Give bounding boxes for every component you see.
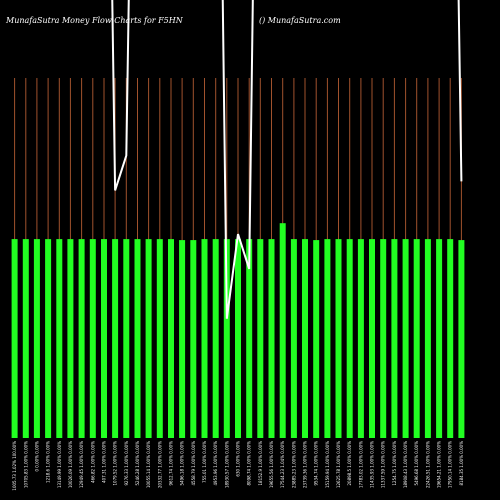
chart-title: MunafaSutra Money Flow Charts for F5HN bbox=[6, 16, 183, 25]
bar bbox=[290, 239, 297, 438]
bar bbox=[391, 239, 398, 438]
flow-line bbox=[111, 0, 463, 319]
x-tick-label: 17544.23 1.04% 0.00% bbox=[280, 441, 285, 488]
bar bbox=[436, 239, 443, 438]
bar bbox=[67, 239, 74, 438]
x-tick-label: 18930.57 1.00% 0.00% bbox=[224, 441, 229, 488]
x-tick-label: 630 1.00% 0.00% bbox=[236, 441, 241, 477]
x-tick-labels: 1005.73 1.02% 100.00% 10705.83 1.00% 0.00… bbox=[12, 441, 464, 491]
x-tick-label: 22426.51 1.00% 0.00% bbox=[425, 441, 430, 488]
x-tick-label: 18152.9 1.00% 0.00% bbox=[258, 441, 263, 486]
bar bbox=[168, 239, 174, 438]
bar bbox=[22, 239, 29, 438]
x-tick-label: 0 0.00% 0.00% bbox=[34, 441, 39, 472]
bar bbox=[357, 239, 364, 438]
x-tick-label: 1079.52 1.00% 0.00% bbox=[113, 441, 118, 486]
bar bbox=[56, 239, 63, 438]
bar bbox=[424, 239, 431, 438]
bar bbox=[145, 239, 152, 438]
bar bbox=[402, 239, 409, 438]
x-tick-label: 9276.33 1.00% 0.00% bbox=[124, 441, 129, 486]
x-tick-label: 10055.14 1.00% 0.00% bbox=[146, 441, 151, 488]
x-tick-label: 23885.23 1.00% 0.00% bbox=[291, 441, 296, 488]
x-tick-label: 755.01 1.00% 0.00% bbox=[202, 441, 207, 483]
bar bbox=[369, 239, 375, 438]
bar bbox=[112, 239, 119, 438]
x-tick-label: 466.82 1.00% 0.00% bbox=[90, 441, 95, 483]
x-tick-label: 20332.77 1.00% 0.00% bbox=[157, 441, 162, 488]
bar bbox=[156, 239, 163, 438]
bar bbox=[235, 239, 241, 438]
x-tick-label: 19654.21 1.00% 0.00% bbox=[437, 441, 442, 488]
x-tick-label: 4558.79 1.00% 0.00% bbox=[191, 441, 196, 486]
x-tick-label: 20898.5 1.00% 0.00% bbox=[347, 441, 352, 486]
bar bbox=[257, 239, 264, 438]
bar bbox=[101, 239, 107, 438]
x-tick-label: 5496.68 1.00% 0.00% bbox=[414, 441, 419, 486]
x-tick-label: 1005.73 1.02% 100.00% bbox=[12, 441, 17, 491]
bar bbox=[201, 239, 208, 438]
x-tick-label: 10026.09 1.00% 0.00% bbox=[68, 441, 73, 488]
x-tick-label: 1254.75 1.00% 0.00% bbox=[392, 441, 397, 486]
x-tick-label: 5496.18 1.00% 0.00% bbox=[180, 441, 185, 486]
bar bbox=[78, 239, 85, 438]
flow-line-path bbox=[111, 0, 463, 319]
x-tick-label: 18908.43 1.00% 0.00% bbox=[403, 441, 408, 488]
x-tick-label: 17950.14 1.00% 0.00% bbox=[448, 441, 453, 488]
x-tick-label: 12625.78 1.00% 0.00% bbox=[336, 441, 341, 488]
x-tick-label: 17783.02 1.00% 0.00% bbox=[358, 441, 363, 488]
bar bbox=[313, 240, 320, 438]
x-tick-label: 11337.59 1.00% 0.00% bbox=[381, 441, 386, 488]
x-tick-label: 11435.93 1.00% 0.00% bbox=[370, 441, 375, 488]
x-tick-label: 1218.6 1.00% 0.00% bbox=[46, 441, 51, 483]
bar bbox=[413, 239, 420, 438]
bar bbox=[11, 239, 18, 438]
bar bbox=[447, 239, 454, 438]
bar bbox=[268, 239, 275, 438]
bar bbox=[380, 239, 387, 438]
bar bbox=[179, 240, 186, 438]
brand-label: () MunafaSutra.com bbox=[259, 16, 341, 25]
bar bbox=[335, 239, 342, 438]
x-tick-label: 9612.74 1.00% 0.00% bbox=[169, 441, 174, 486]
x-tick-label: 19655.56 1.00% 0.00% bbox=[269, 441, 274, 488]
bar bbox=[246, 239, 253, 438]
bar bbox=[134, 239, 141, 438]
x-tick-label: 5246.28 1.00% 0.00% bbox=[135, 441, 140, 486]
x-tick-label: 9534.74 1.00% 0.00% bbox=[314, 441, 319, 486]
bar bbox=[279, 223, 286, 438]
x-tick-label: 8098.74 1.00% 0.00% bbox=[247, 441, 252, 486]
bar bbox=[346, 239, 353, 438]
x-tick-label: 407.31 1.00% 0.00% bbox=[102, 441, 107, 483]
bar bbox=[223, 239, 230, 438]
bar bbox=[190, 240, 197, 438]
bar bbox=[33, 239, 40, 438]
x-tick-label: 4953.96 1.00% 0.00% bbox=[213, 441, 218, 486]
bar bbox=[123, 239, 130, 438]
x-tick-label: 12949.45 1.00% 0.00% bbox=[79, 441, 84, 488]
bar bbox=[324, 239, 331, 438]
bar bbox=[212, 239, 219, 438]
x-tick-label: 15159.94 1.00% 0.00% bbox=[325, 441, 330, 488]
bar bbox=[89, 239, 96, 438]
bars bbox=[11, 223, 465, 438]
bar bbox=[45, 239, 52, 438]
x-tick-label: 13149.99 1.00% 0.00% bbox=[57, 441, 62, 488]
bar bbox=[458, 240, 465, 438]
x-tick-label: 23739.36 1.00% 0.00% bbox=[303, 441, 308, 488]
x-tick-label: 10705.83 1.00% 0.00% bbox=[23, 441, 28, 488]
bar bbox=[302, 239, 308, 438]
x-tick-label: 8184.35 1.00% 0.00% bbox=[459, 441, 464, 486]
